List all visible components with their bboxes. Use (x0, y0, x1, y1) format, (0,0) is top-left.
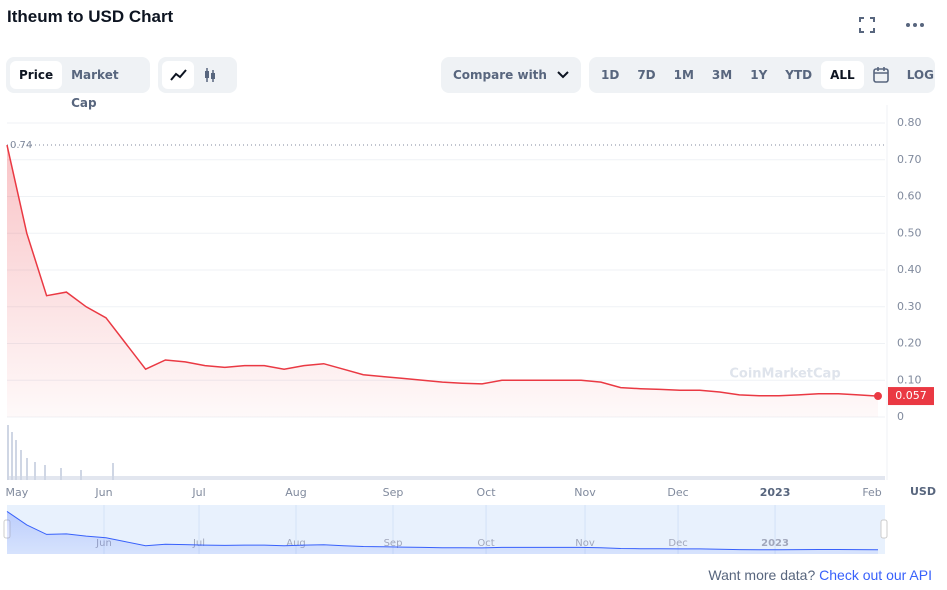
x-tick-label: Dec (667, 486, 688, 499)
line-button[interactable] (162, 61, 194, 89)
price-tag (888, 387, 934, 406)
range-button[interactable]: 1M (673, 68, 694, 82)
x-tick-label: 2023 (760, 486, 791, 499)
price-tag-label: 0.057 (895, 389, 927, 402)
navigator-handle[interactable] (880, 519, 888, 539)
navigator-line (6, 510, 879, 551)
navigator-label: 2023 (761, 538, 789, 549)
y-tick-label: 0.10 (897, 373, 922, 386)
price-line (6, 144, 879, 397)
navigator-label: Aug (286, 538, 306, 549)
range-button[interactable]: 7D (637, 68, 656, 82)
currency-label: USD (910, 485, 936, 498)
x-tick-label: Feb (862, 486, 881, 499)
more-icon[interactable] (905, 22, 925, 28)
calendar-button[interactable] (864, 61, 898, 89)
navigator-label: Sep (384, 538, 403, 549)
range-button[interactable]: 1D (601, 68, 620, 82)
range-button[interactable]: 3M (711, 68, 733, 82)
navigator-label: Jul (192, 538, 205, 549)
compare-label: Compare with (453, 68, 547, 82)
tab[interactable]: Market Cap (71, 68, 119, 110)
high-label: 0.74 (10, 140, 32, 151)
log-button[interactable]: LOG (906, 68, 934, 82)
y-tick-label: 0.60 (897, 190, 922, 203)
range-tabs: 1D 7D 1M 3M 1Y YTD ALL LOG (589, 57, 935, 93)
x-tick-label: Jun (94, 486, 112, 499)
volume (7, 425, 885, 480)
candle-button[interactable] (194, 61, 226, 89)
tab[interactable]: Price (10, 61, 63, 89)
x-tick-label: Jul (191, 486, 205, 499)
x-tick-label: Oct (477, 486, 497, 499)
y-tick-label: 0.50 (897, 226, 922, 239)
y-tick-label: 0.30 (897, 300, 922, 313)
y-tick-label: 0.20 (897, 337, 922, 350)
y-tick-label: 0.80 (897, 116, 922, 129)
footer: Want more data? Check out our API (708, 567, 932, 583)
navigator-label: Nov (575, 538, 595, 549)
watermark: CoinMarketCap (729, 367, 840, 382)
navigator-label: Dec (668, 538, 687, 549)
y-tick-label: 0 (897, 410, 904, 423)
x-tick-label: Nov (574, 486, 596, 499)
chart-title: Itheum to USD Chart (7, 7, 174, 26)
chart-type (158, 57, 237, 93)
y-tick-label: 0.70 (897, 153, 922, 166)
fullscreen-icon[interactable] (858, 16, 876, 34)
footer-text: Want more data? (708, 567, 816, 583)
range-button[interactable]: YTD (785, 68, 813, 82)
price-area (7, 145, 878, 417)
api-link[interactable]: Check out our API (819, 567, 932, 583)
range-button[interactable]: ALL (821, 61, 864, 89)
metric-tabs: Price Market Cap (6, 57, 150, 110)
last-point (874, 392, 882, 401)
navigator-label: Oct (477, 538, 494, 549)
range-button[interactable]: 1Y (750, 68, 768, 82)
x-tick-label: Aug (285, 486, 306, 499)
x-tick-label: Sep (383, 486, 404, 499)
x-tick-label: May (6, 486, 29, 499)
y-tick-label: 0.40 (897, 263, 922, 276)
compare[interactable]: Compare with (441, 57, 581, 93)
